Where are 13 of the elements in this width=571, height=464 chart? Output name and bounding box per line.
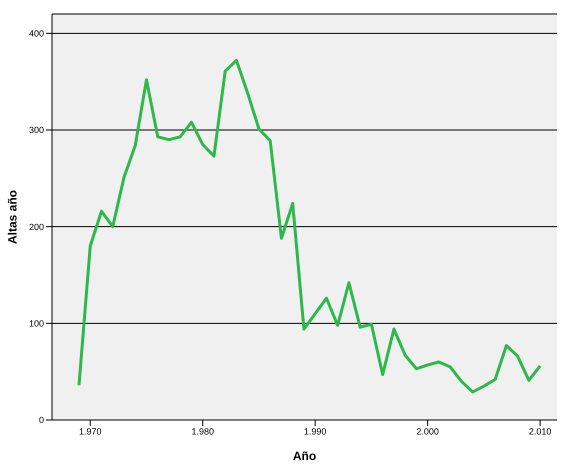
x-tick-label: 1.990 [304, 426, 326, 436]
y-tick-label: 200 [28, 222, 44, 232]
x-tick-label: 1.970 [78, 426, 102, 436]
line-series [77, 58, 542, 394]
y-axis-title: Altas año [5, 190, 20, 244]
y-tick-label: 300 [28, 125, 44, 136]
x-axis-title: Año [292, 449, 316, 463]
x-tick-label: 2.000 [416, 426, 439, 436]
x-tick-label: 2.010 [528, 426, 552, 436]
y-tick-label: 400 [28, 28, 44, 39]
y-tick-label: 100 [28, 318, 44, 329]
y-tick-label: 0 [38, 415, 44, 426]
x-tick-label: 1.980 [191, 426, 214, 436]
